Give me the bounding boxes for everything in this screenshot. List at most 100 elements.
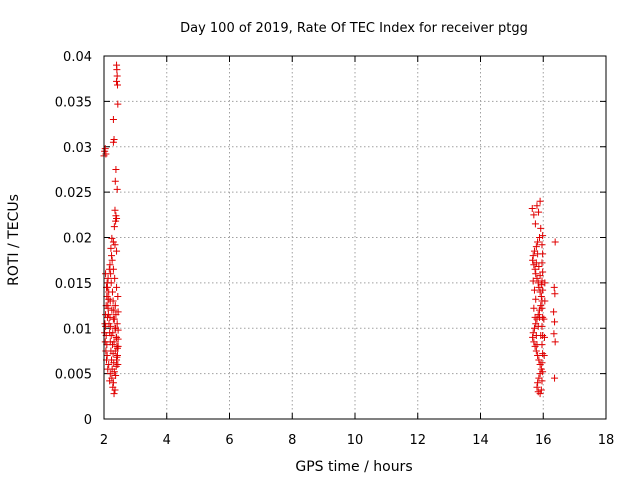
- data-point: [538, 359, 546, 367]
- data-point: [530, 211, 538, 219]
- data-point: [532, 270, 540, 278]
- data-point: [112, 371, 120, 379]
- data-points: [100, 61, 559, 398]
- data-point: [104, 304, 112, 312]
- data-point: [107, 244, 115, 252]
- data-point: [538, 304, 546, 312]
- data-point: [106, 377, 114, 385]
- data-point: [532, 259, 540, 267]
- data-point: [109, 350, 117, 358]
- data-point: [537, 224, 545, 232]
- data-point: [113, 247, 121, 255]
- data-point: [101, 145, 109, 153]
- data-point: [539, 268, 547, 276]
- data-point: [533, 383, 541, 391]
- data-point: [529, 277, 537, 285]
- data-point: [113, 77, 121, 85]
- data-point: [107, 270, 115, 278]
- data-point: [537, 292, 545, 300]
- data-point: [551, 374, 559, 382]
- data-point: [114, 308, 122, 316]
- data-point: [538, 377, 546, 385]
- data-point: [541, 297, 549, 305]
- data-point: [108, 341, 116, 349]
- data-point: [533, 341, 541, 349]
- data-point: [108, 234, 116, 242]
- grid-lines: [104, 56, 606, 419]
- x-tick-label: 16: [535, 433, 552, 448]
- data-point: [111, 274, 119, 282]
- x-tick-label: 12: [409, 433, 426, 448]
- data-point: [114, 326, 122, 334]
- data-point: [113, 342, 121, 350]
- tick-labels: 2 4 6 8 10 12 14 16 18 0 0.005 0.01 0.015 0.02 0.025 0.…: [55, 50, 614, 448]
- y-tick-label: 0.04: [63, 50, 92, 65]
- data-point: [110, 315, 118, 323]
- data-point: [106, 370, 114, 378]
- data-point: [536, 272, 544, 280]
- data-point: [537, 386, 545, 394]
- y-tick-label: 0.035: [55, 95, 92, 110]
- data-point: [534, 388, 542, 396]
- data-point: [113, 72, 121, 80]
- data-point: [539, 286, 547, 294]
- data-point: [535, 263, 543, 271]
- data-point: [540, 351, 548, 359]
- data-point: [109, 297, 117, 305]
- data-point: [529, 333, 537, 341]
- y-tick-label: 0.02: [63, 232, 92, 247]
- data-point: [541, 333, 549, 341]
- data-point: [534, 322, 542, 330]
- data-point: [109, 379, 117, 387]
- data-point: [105, 295, 113, 303]
- data-point: [531, 220, 539, 228]
- y-axis-title: ROTI / TECUs: [6, 194, 22, 286]
- data-point: [534, 250, 542, 258]
- data-point: [534, 351, 542, 359]
- data-point: [114, 292, 122, 300]
- y-tick-label: 0.01: [63, 322, 92, 337]
- x-tick-label: 4: [163, 433, 171, 448]
- data-point: [551, 338, 559, 346]
- data-point: [112, 217, 120, 225]
- data-point: [114, 100, 122, 108]
- data-point: [107, 322, 115, 330]
- y-tick-label: 0.005: [55, 368, 92, 383]
- data-point: [108, 288, 116, 296]
- data-point: [534, 238, 542, 246]
- data-point: [104, 274, 112, 282]
- data-point: [550, 308, 558, 316]
- y-tick-label: 0: [84, 413, 92, 428]
- data-point: [108, 252, 116, 260]
- x-tick-label: 6: [225, 433, 233, 448]
- data-point: [533, 202, 541, 210]
- data-point: [537, 332, 545, 340]
- y-tick-label: 0.015: [55, 277, 92, 292]
- x-tick-label: 2: [100, 433, 108, 448]
- data-point: [113, 320, 121, 328]
- plot-frame: [103, 55, 607, 420]
- data-point: [550, 330, 558, 338]
- data-point: [529, 256, 537, 264]
- data-point: [541, 279, 549, 287]
- data-point: [113, 353, 121, 361]
- data-point: [113, 66, 121, 74]
- data-point: [538, 241, 546, 249]
- data-point: [535, 234, 543, 241]
- data-point: [532, 295, 540, 303]
- data-point: [110, 368, 118, 376]
- data-point: [110, 306, 118, 314]
- data-point: [111, 177, 119, 185]
- data-point: [536, 361, 544, 369]
- data-point: [105, 361, 113, 369]
- data-point: [550, 283, 558, 291]
- chart-title: Day 100 of 2019, Rate Of TEC Index for r…: [180, 21, 528, 36]
- data-point: [535, 313, 543, 321]
- data-point: [537, 281, 545, 289]
- data-point: [540, 315, 548, 323]
- x-tick-label: 10: [347, 433, 364, 448]
- data-point: [113, 185, 121, 193]
- data-point: [110, 359, 118, 367]
- x-axis-title: GPS time / hours: [295, 459, 412, 475]
